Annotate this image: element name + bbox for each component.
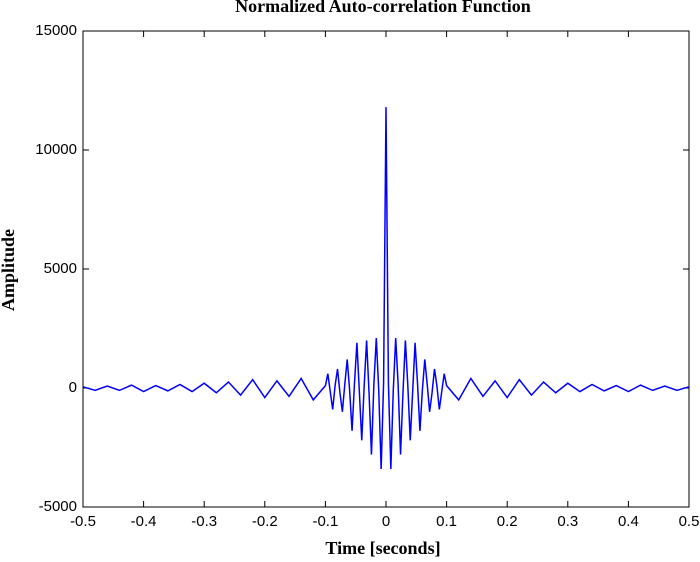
x-tick-label: -0.2 [252,513,278,530]
data-line [82,107,690,469]
x-tick-label: 0.5 [679,513,700,530]
x-tick-label: -0.4 [131,513,157,530]
y-axis-label: Amplitude [0,229,18,311]
y-tick-label: 5000 [44,260,77,277]
x-tick-label: -0.3 [191,513,217,530]
chart-title: Normalized Auto-correlation Function [235,0,531,16]
x-tick-label: -0.5 [70,513,96,530]
y-tick-label: 15000 [35,22,77,39]
x-axis-label: Time [seconds] [325,538,440,558]
y-tick-label: 0 [69,379,77,396]
x-tick-label: 0.3 [557,513,578,530]
y-tick-label: -5000 [39,498,77,515]
x-tick-label: 0.2 [497,513,518,530]
x-tick-label: 0.1 [436,513,457,530]
x-tick-label: 0.4 [618,513,639,530]
x-tick-label: 0 [382,513,390,530]
plot-frame [82,30,690,508]
y-tick-label: 10000 [35,141,77,158]
x-tick-label: -0.1 [312,513,338,530]
